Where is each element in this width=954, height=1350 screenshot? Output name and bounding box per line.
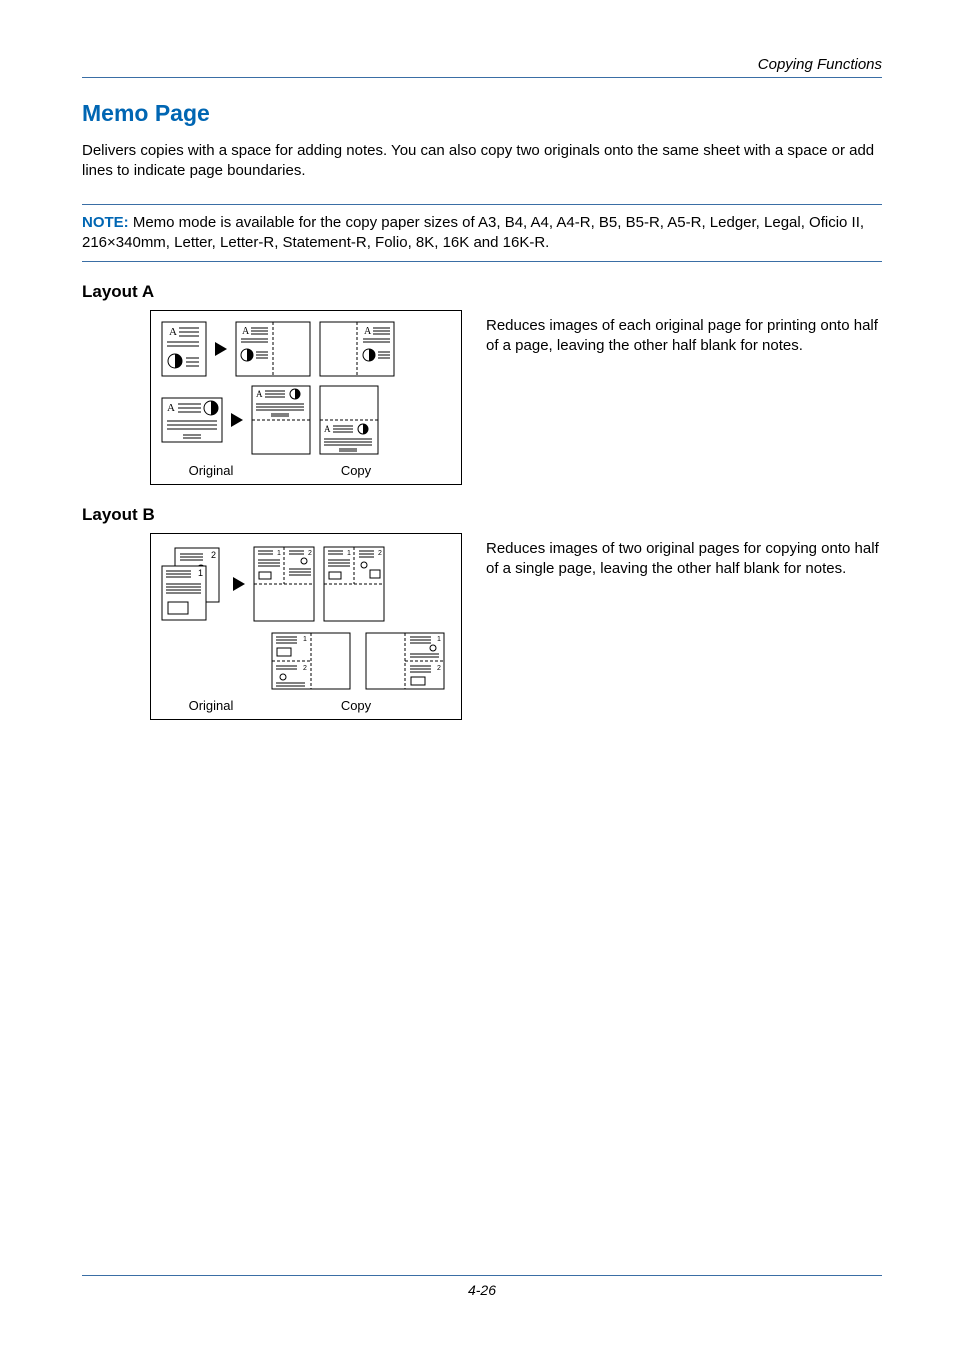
layout-b-title: Layout B <box>82 505 882 525</box>
label-original: Original <box>161 463 261 478</box>
copy-a-landscape-bottom-icon: A <box>319 385 379 455</box>
layout-a-desc: Reduces images of each original page for… <box>486 310 882 357</box>
layout-a-row2: A A <box>161 385 451 455</box>
copy-b-portrait2-icon: 1 2 <box>323 546 385 622</box>
layout-a-figure: A A <box>150 310 462 485</box>
arrow-icon <box>215 342 227 356</box>
page: Copying Functions Memo Page Delivers cop… <box>0 0 954 1350</box>
intro-text: Delivers copies with a space for adding … <box>82 141 882 182</box>
copy-a-portrait-left-icon: A <box>235 321 311 377</box>
copy-b-portrait1-icon: 1 2 <box>253 546 315 622</box>
page-number: 4-26 <box>82 1282 882 1298</box>
svg-text:A: A <box>364 326 372 337</box>
arrow-icon <box>231 413 243 427</box>
label-copy: Copy <box>261 463 451 478</box>
arrow-icon <box>233 577 245 591</box>
footer-rule <box>82 1275 882 1276</box>
orig-b-stack-icon: 2 1 <box>161 544 225 624</box>
orig-a-portrait-icon: A <box>161 321 207 377</box>
copy-b-landscape1-icon: 1 2 <box>271 632 351 690</box>
svg-text:A: A <box>169 326 177 338</box>
svg-text:1: 1 <box>437 636 441 643</box>
layout-b-figure: 2 1 <box>150 533 462 720</box>
svg-text:1: 1 <box>277 550 281 557</box>
layout-a-title: Layout A <box>82 282 882 302</box>
note-text: Memo mode is available for the copy pape… <box>82 214 864 251</box>
running-header: Copying Functions <box>82 56 882 77</box>
layout-a-labels: Original Copy <box>161 463 451 478</box>
svg-text:2: 2 <box>437 665 441 672</box>
layout-b-row1: 2 1 <box>161 544 451 624</box>
layout-a-row: A A <box>82 310 882 485</box>
svg-text:A: A <box>256 389 263 399</box>
svg-text:2: 2 <box>308 550 312 557</box>
svg-text:2: 2 <box>211 550 216 560</box>
label-copy: Copy <box>261 698 451 713</box>
layout-b-desc: Reduces images of two original pages for… <box>486 533 882 580</box>
note-label: NOTE: <box>82 214 129 231</box>
section-title: Memo Page <box>82 100 882 127</box>
layout-a-row1: A A <box>161 321 451 377</box>
svg-text:A: A <box>242 326 250 337</box>
note-block: NOTE: Memo mode is available for the cop… <box>82 204 882 263</box>
svg-text:1: 1 <box>198 568 203 578</box>
footer: 4-26 <box>82 1275 882 1298</box>
copy-a-portrait-right-icon: A <box>319 321 395 377</box>
svg-text:2: 2 <box>303 665 307 672</box>
label-original: Original <box>161 698 261 713</box>
svg-text:A: A <box>167 402 175 414</box>
svg-text:1: 1 <box>303 636 307 643</box>
orig-a-landscape-icon: A <box>161 397 223 443</box>
copy-a-landscape-top-icon: A <box>251 385 311 455</box>
layout-b-labels: Original Copy <box>161 698 451 713</box>
svg-text:2: 2 <box>378 550 382 557</box>
copy-b-landscape2-icon: 1 2 <box>365 632 445 690</box>
layout-b-row2: 1 2 <box>161 632 451 690</box>
svg-text:A: A <box>324 424 331 434</box>
svg-text:1: 1 <box>347 550 351 557</box>
top-rule <box>82 77 882 78</box>
layout-b-row: 2 1 <box>82 533 882 720</box>
